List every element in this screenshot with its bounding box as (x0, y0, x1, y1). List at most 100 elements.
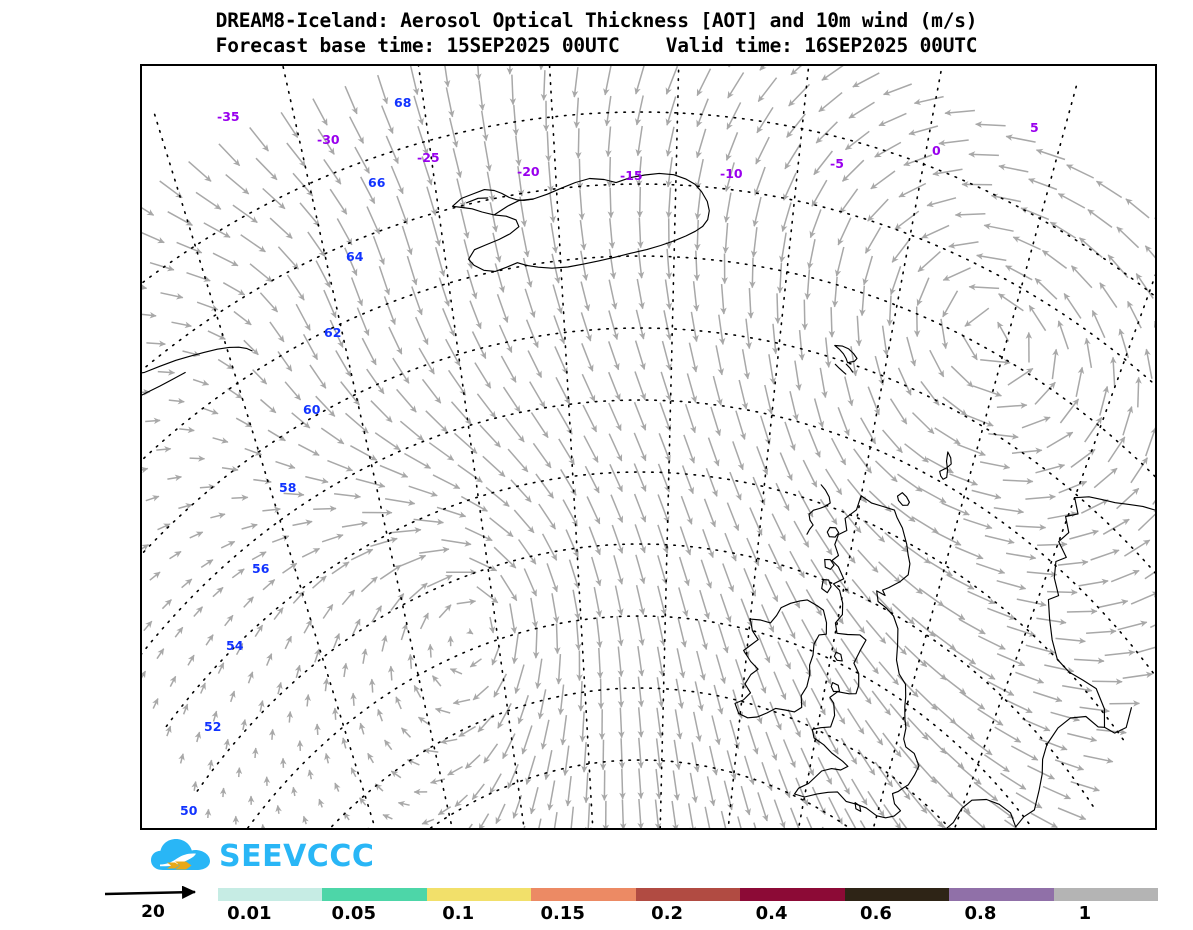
wind-vector (486, 171, 495, 202)
wind-vector (683, 434, 696, 464)
wind-vector (1124, 539, 1151, 557)
longitude-label: -10 (720, 166, 743, 181)
wind-vector (805, 589, 823, 616)
coastline-segment (833, 651, 843, 662)
wind-vector (562, 745, 570, 776)
map-plot-area[interactable]: -35 -30 -25 -20 -15 -10 -5 0 5 68 66 64 62 60 58 56 54 5… (140, 64, 1157, 830)
wind-vector (941, 747, 965, 770)
wind-vector (810, 687, 826, 716)
wind-vector (1092, 678, 1123, 685)
wind-vector (577, 681, 585, 712)
parallel-line (429, 759, 851, 828)
wind-vector (258, 700, 265, 712)
wind-vector (169, 550, 182, 560)
wind-vector (262, 506, 281, 513)
wind-vector (464, 754, 481, 770)
wind-vector (505, 417, 525, 443)
wind-vector (948, 241, 979, 249)
wind-vector (522, 257, 533, 288)
aot-colorbar[interactable] (218, 888, 1158, 901)
wind-vector (1122, 406, 1134, 436)
wind-vector (789, 550, 805, 579)
wind-vector (350, 692, 357, 706)
coastline-segment (468, 172, 710, 272)
wind-vector (267, 429, 286, 442)
wind-vector (837, 217, 852, 246)
wind-vector (189, 455, 206, 462)
longitude-label: -30 (317, 132, 340, 147)
wind-vector (1034, 277, 1058, 300)
wind-vector (294, 664, 302, 678)
colorbar-segment (949, 888, 1054, 901)
wind-vector (941, 502, 970, 516)
wind-vector (371, 605, 383, 623)
wind-vector (350, 548, 374, 561)
wind-vector (181, 578, 193, 589)
wind-vector (894, 210, 920, 230)
wind-vector (282, 562, 298, 574)
wind-vector (244, 447, 263, 456)
wind-vector (712, 375, 723, 406)
wind-vector (249, 263, 273, 283)
wind-vector (271, 535, 290, 543)
wind-vector (958, 618, 986, 635)
wind-vector (447, 765, 463, 776)
wind-vector (575, 619, 582, 651)
wind-vector (145, 417, 161, 425)
wind-vector (926, 559, 953, 577)
wind-vector (603, 66, 612, 96)
wind-vector (920, 380, 940, 406)
wind-vector (754, 166, 766, 196)
wind-vector (665, 66, 679, 95)
wind-vector (926, 457, 954, 474)
wind-vector (750, 694, 763, 725)
wind-vector (1006, 625, 1036, 637)
wind-vector (356, 307, 370, 336)
wind-vector (523, 825, 526, 828)
wind-vector (195, 191, 222, 210)
wind-vector (523, 568, 537, 597)
wind-vector (987, 607, 1017, 620)
seevccc-logo[interactable]: SEEVCCC (150, 836, 374, 876)
wind-vector (885, 632, 907, 656)
colorbar-segment (1053, 888, 1158, 901)
wind-vector (919, 487, 947, 504)
wind-vector (702, 528, 714, 559)
wind-vector (836, 538, 856, 564)
wind-vector (305, 475, 329, 484)
wind-vector (1098, 599, 1129, 609)
wind-vector (341, 662, 349, 678)
wind-vector (182, 703, 189, 715)
wind-vector (202, 407, 219, 415)
wind-vector (189, 531, 204, 539)
wind-vector (950, 719, 975, 740)
wind-vector (819, 498, 838, 525)
wind-vector (897, 473, 923, 493)
wind-vector (441, 539, 472, 547)
wind-vector (178, 503, 193, 510)
wind-vector (593, 586, 603, 618)
wind-vector (821, 826, 824, 828)
wind-vector (532, 442, 552, 469)
wind-vector (950, 646, 976, 665)
wind-vector (665, 187, 673, 219)
wind-vector (847, 708, 865, 735)
wind-vector (886, 295, 894, 327)
wind-vector (560, 715, 568, 746)
wind-vector (694, 189, 702, 220)
wind-vector (334, 492, 361, 500)
wind-vector (445, 338, 461, 367)
wind-vector (1069, 529, 1099, 540)
wind-vector (840, 737, 858, 765)
wind-vector (307, 769, 314, 780)
wind-vector (452, 148, 463, 178)
wind-vector (696, 68, 712, 97)
parallel-line (165, 471, 1128, 746)
wind-vector (551, 593, 560, 624)
wind-vector (921, 224, 950, 239)
wind-vector (790, 807, 800, 828)
wind-vector (785, 580, 801, 609)
wind-vector (852, 72, 880, 88)
wind-vector (779, 452, 793, 481)
wind-vector (1058, 480, 1088, 494)
